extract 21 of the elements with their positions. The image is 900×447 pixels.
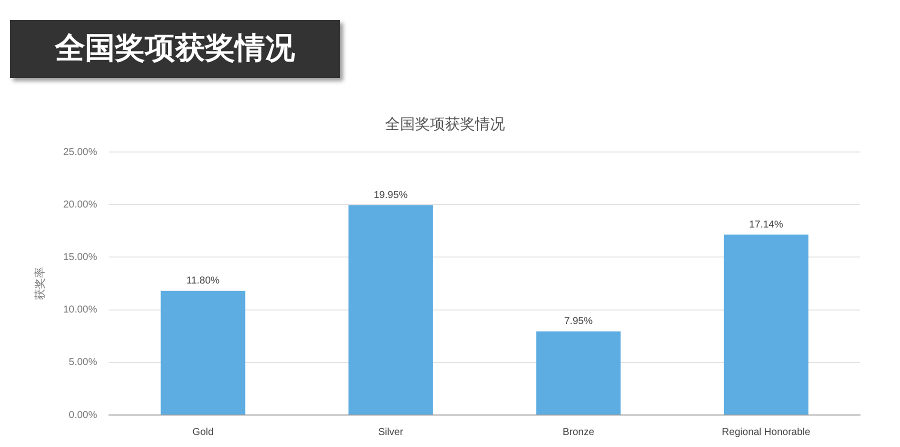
data-label: 19.95% (374, 190, 408, 201)
bar (724, 234, 808, 414)
y-tick-label: 25.00% (63, 146, 98, 158)
x-tick-label: Regional Honorable (722, 426, 811, 438)
y-tick-label: 15.00% (63, 252, 98, 263)
y-tick-label: 5.00% (68, 357, 98, 368)
x-tick-label: Bronze (562, 426, 595, 438)
bar (160, 290, 246, 414)
data-label: 11.80% (186, 276, 220, 287)
chart-title: 全国奖项获奖情况 (10, 20, 340, 78)
bar (348, 205, 433, 414)
y-tick-label: 10.00% (63, 304, 98, 316)
x-tick-label: Gold (192, 426, 214, 438)
data-label: 17.14% (749, 219, 784, 230)
chart-subtitle: 全国奖项获奖情况 (385, 114, 505, 133)
data-label: 7.95% (564, 316, 593, 328)
y-tick-label: 0.00% (68, 410, 98, 421)
y-axis-title: 获奖率 (33, 267, 46, 300)
x-tick-label: Silver (378, 426, 404, 438)
y-tick-label: 20.00% (63, 199, 98, 210)
bar (536, 331, 621, 414)
